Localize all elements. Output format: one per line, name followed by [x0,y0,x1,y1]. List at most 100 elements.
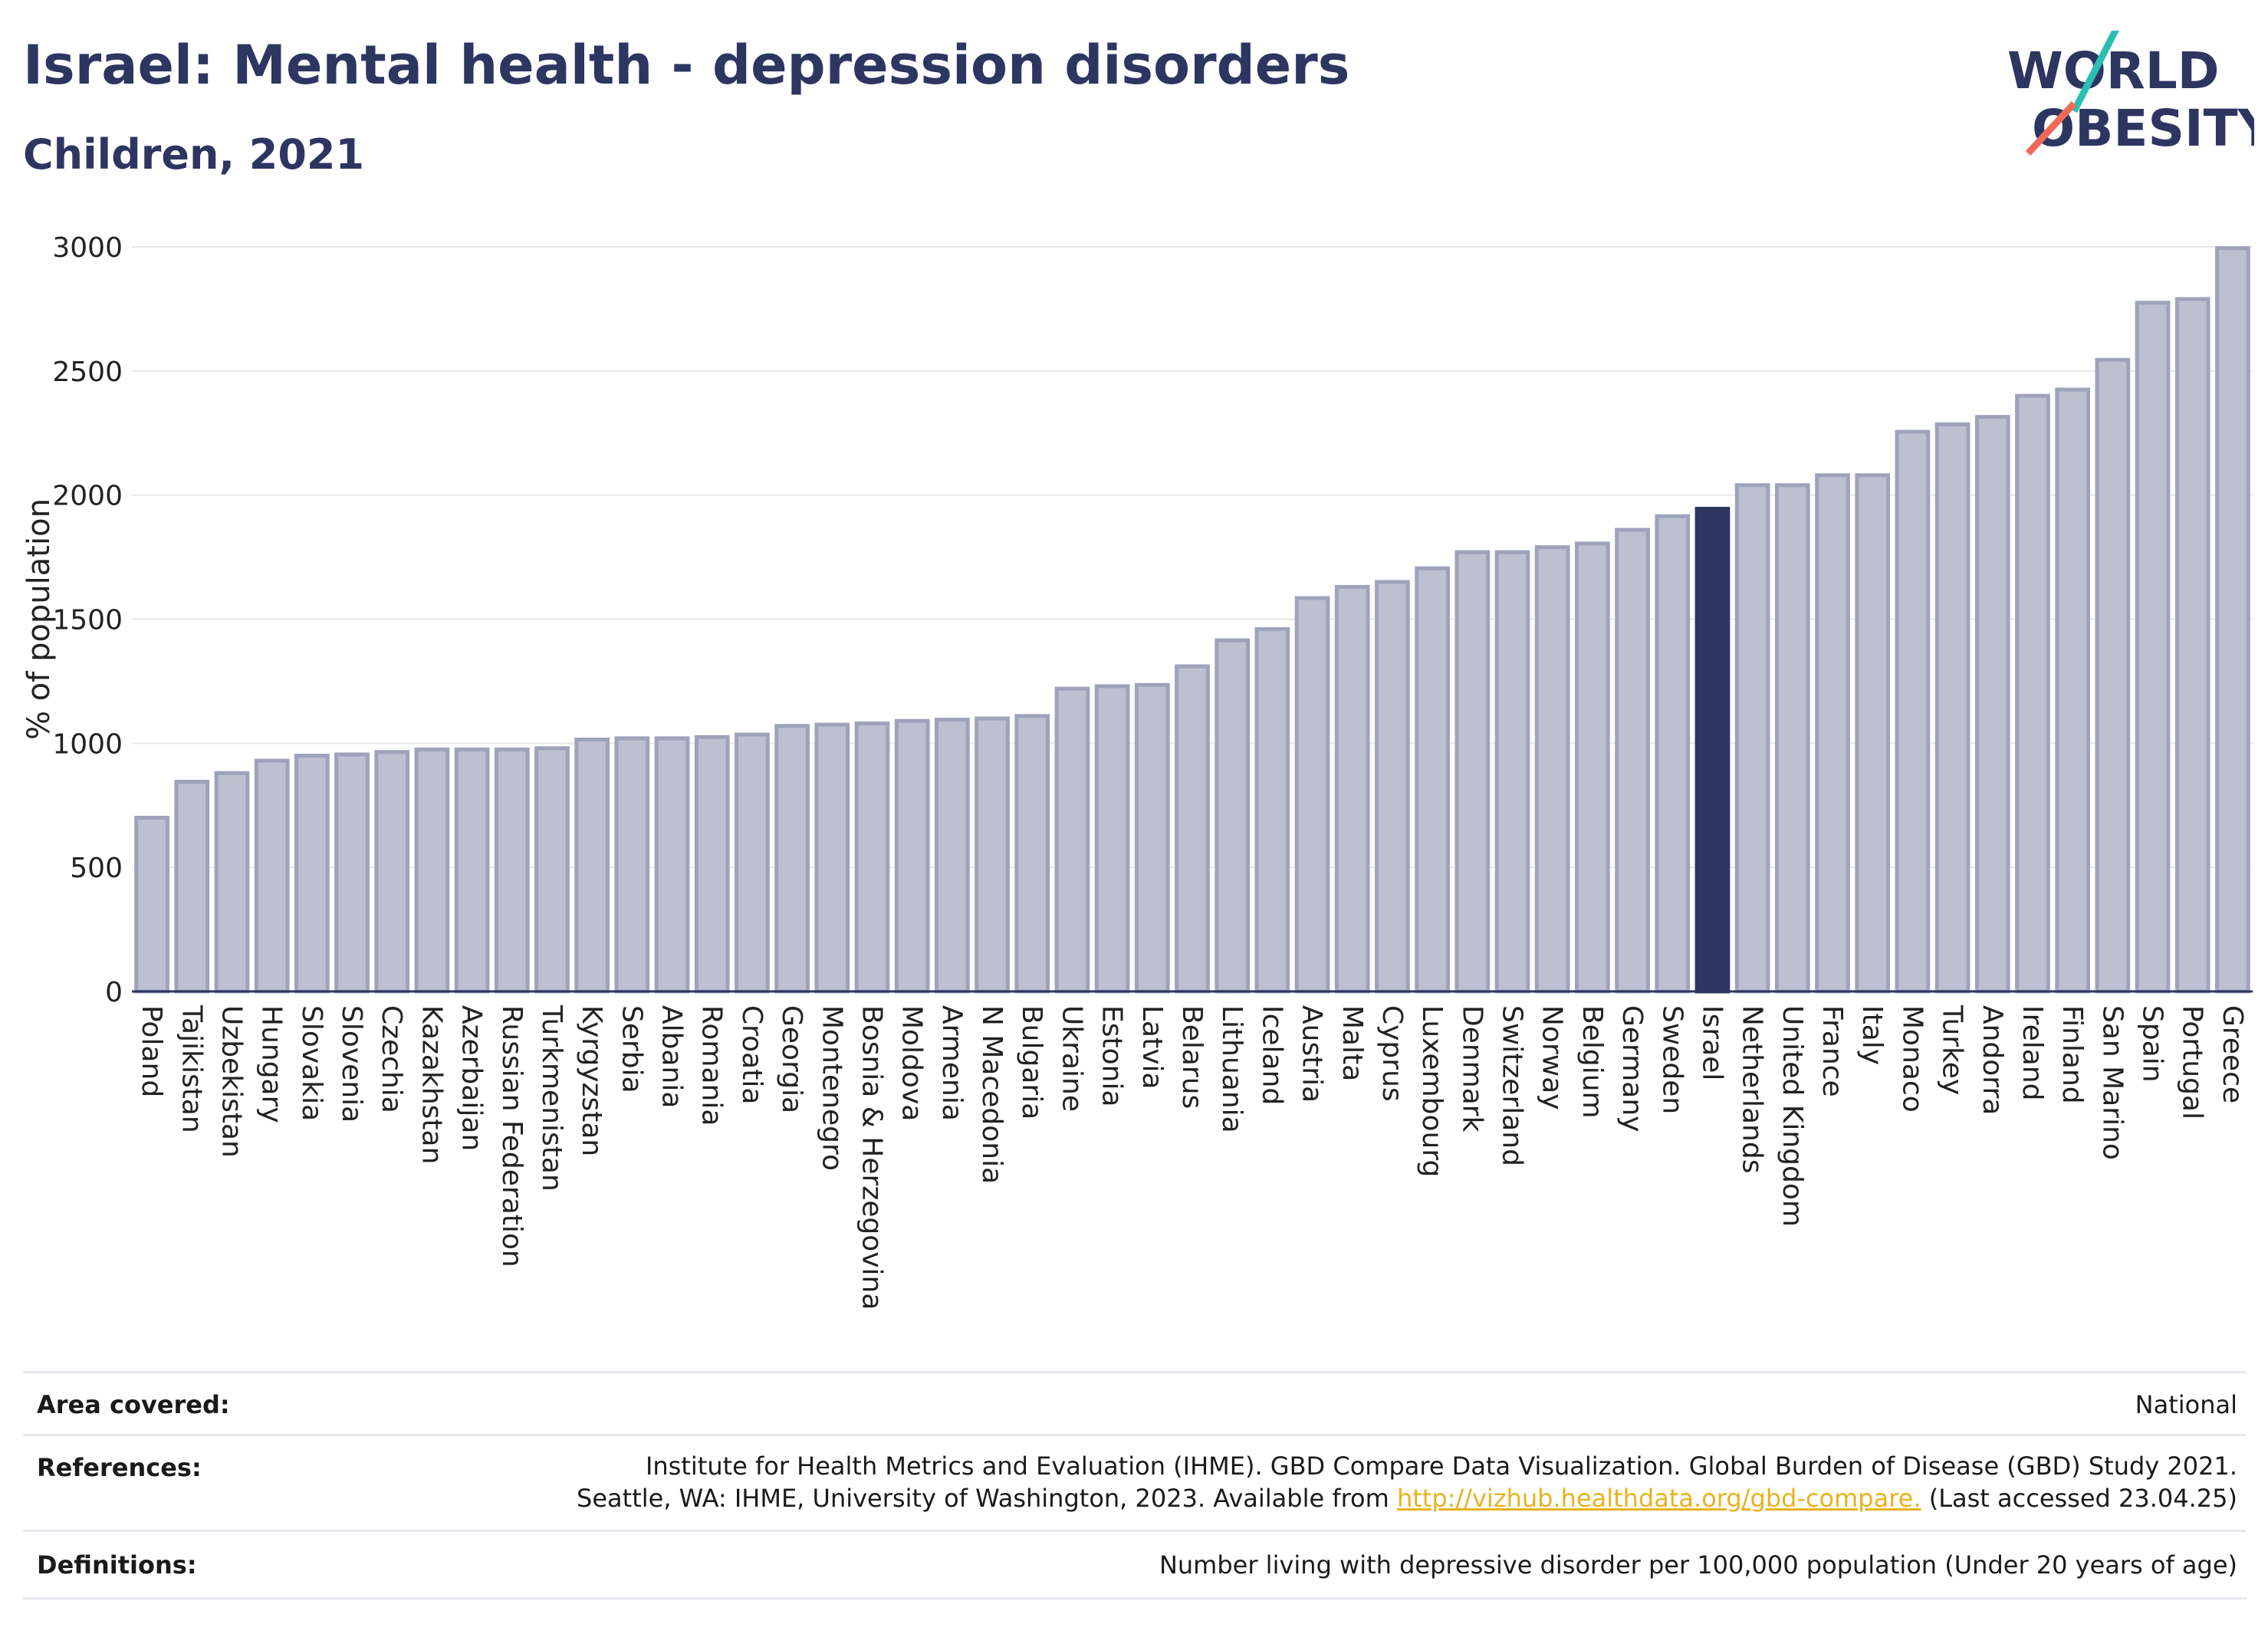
x-tick-label: United Kingdom [1777,1005,1808,1227]
x-tick-label: Israel [1696,1005,1727,1080]
bar [1934,422,1971,994]
y-axis-label: % of population [21,498,57,740]
bar [1054,686,1090,994]
page-title: Israel: Mental health - depression disor… [23,34,1350,97]
area-covered-value: National [2135,1390,2237,1419]
bar [2055,387,2091,994]
bar [1494,550,1530,994]
x-tick-label: N Macedonia [976,1005,1007,1184]
x-tick-label: Montenegro [816,1005,847,1171]
bar [1694,506,1731,994]
x-tick-label: Spain [2137,1005,2168,1083]
bar [894,718,930,994]
x-tick-label: Cyprus [1376,1005,1408,1102]
bar [1175,664,1210,994]
x-tick-label: Serbia [616,1005,647,1093]
bar [534,746,570,994]
x-tick-label: Ukraine [1056,1005,1087,1112]
y-tick-label: 2500 [52,357,123,388]
x-tick-label: Luxembourg [1416,1005,1448,1177]
x-tick-label: Monaco [1896,1005,1928,1113]
bar [1334,584,1370,994]
page-subtitle: Children, 2021 [23,130,365,179]
x-tick-label: Estonia [1096,1005,1128,1107]
x-tick-label: Lithuania [1216,1005,1247,1133]
bar [1974,415,2010,994]
definitions-label: Definitions: [37,1550,197,1580]
area-covered-label: Area covered: [37,1390,230,1419]
references-line2-pre: Seattle, WA: IHME, University of Washing… [577,1484,1397,1513]
bar [1134,682,1170,994]
x-tick-label: Ireland [2017,1005,2048,1101]
bar [2174,297,2210,994]
definitions-value: Number living with depressive disorder p… [1159,1550,2237,1580]
x-tick-label: Poland [136,1005,167,1097]
bar [1014,714,1050,994]
bar [1655,514,1691,994]
bar [1094,684,1130,994]
logo-line1: WORLD [2007,41,2220,100]
x-tick-label: Sweden [1656,1005,1688,1114]
bar [2015,393,2050,994]
bar [374,750,410,994]
x-tick-label: France [1816,1005,1848,1097]
bar [1774,483,1810,994]
y-tick-label: 0 [105,977,123,1008]
bar [494,747,530,994]
x-tick-label: Greece [2217,1005,2248,1103]
x-tick-label: Norway [1537,1005,1568,1110]
x-tick-label: Albania [656,1005,688,1108]
bar [214,771,250,994]
bar [1575,541,1610,994]
bar [1815,473,1850,994]
y-tick-label: 3000 [52,232,123,264]
bar [254,758,290,994]
x-tick-label: Tajikistan [176,1004,207,1133]
references-label: References: [37,1453,202,1482]
x-tick-label: Czechia [376,1005,407,1113]
x-tick-label: Netherlands [1737,1005,1768,1173]
x-tick-label: Azerbaijan [456,1005,488,1151]
bar [334,752,370,994]
x-tick-label: Moldova [896,1005,928,1121]
bar [935,718,970,994]
bar [774,724,810,994]
bar [1895,429,1931,994]
x-tick-label: Germany [1616,1005,1648,1132]
bar [975,716,1010,994]
world-obesity-logo: WORLD OBESITY [2007,31,2254,158]
bar [1375,580,1410,994]
x-tick-label: Belarus [1176,1005,1208,1109]
x-tick-label: Belgium [1576,1005,1608,1119]
x-tick-label: Russian Federation [496,1005,528,1267]
x-tick-label: Denmark [1456,1005,1487,1133]
x-tick-label: Kazakhstan [416,1005,447,1164]
x-tick-label: Kyrgyzstan [576,1005,607,1156]
bar [654,736,690,994]
x-tick-label: Bosnia & Herzegovina [856,1005,887,1310]
x-tick-label: Bulgaria [1016,1005,1047,1119]
x-tick-label: Uzbekistan [215,1005,247,1158]
bar [1615,528,1650,994]
y-tick-label: 1000 [52,728,123,760]
bar [1734,483,1770,994]
x-tick-label: Switzerland [1497,1005,1528,1166]
bar [854,721,890,994]
bar [694,735,730,994]
x-tick-label: Andorra [1977,1005,2008,1115]
x-tick-label: Portugal [2177,1005,2208,1119]
x-tick-label: Turkey [1937,1004,1968,1095]
bar [2095,357,2131,994]
references-line2-post: (Last accessed 23.04.25) [1921,1484,2237,1513]
bar [1254,626,1290,994]
references-link[interactable]: http://vizhub.healthdata.org/gbd-compare… [1396,1484,1921,1513]
x-tick-label: Slovakia [296,1005,327,1121]
bar [1294,596,1330,994]
bar [2215,246,2250,994]
footer-row-references: References: Institute for Health Metrics… [23,1434,2247,1532]
y-tick-label: 2000 [52,481,123,512]
logo-slash-coral [2025,100,2077,156]
x-tick-label: San Marino [2096,1005,2128,1160]
x-tick-label: Malta [1336,1005,1368,1081]
y-tick-label: 1500 [52,605,123,636]
